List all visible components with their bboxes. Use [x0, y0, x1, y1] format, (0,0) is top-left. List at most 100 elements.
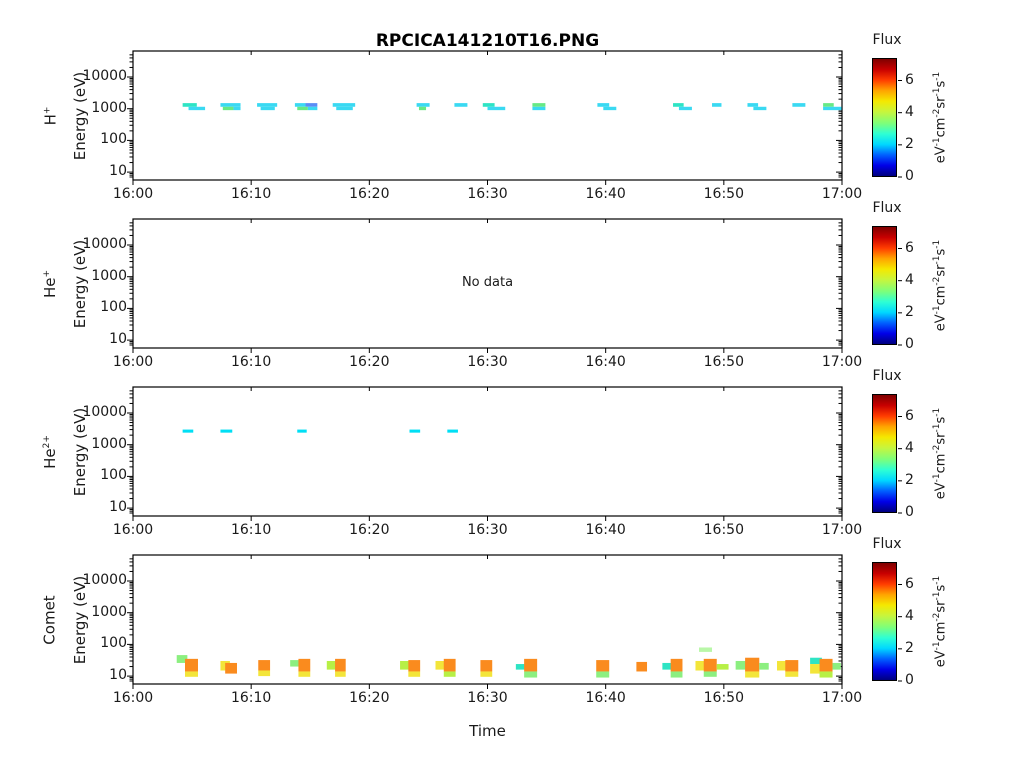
spectrogram-mark: [408, 660, 421, 672]
spectrogram-mark: [515, 664, 527, 670]
ytick-label: 10000: [82, 404, 127, 420]
spectrogram-mark: [416, 103, 430, 107]
flux-units-label: eV-1cm-2sr-1s-1: [871, 384, 1011, 524]
spectrogram-mark: [524, 658, 538, 672]
ytick-label: 10: [109, 667, 127, 684]
colorbar-tick-label: 0: [905, 168, 914, 184]
xtick-label: 17:00: [821, 690, 863, 706]
spectrogram-mark: [182, 429, 194, 433]
spectrogram-mark: [297, 429, 307, 433]
spectrogram-mark: [184, 658, 198, 672]
energy-axis-label-text: Energy (eV): [70, 575, 89, 664]
colorbar-tick-label: 6: [905, 407, 914, 424]
colorbar-tick-label: 0: [905, 336, 914, 352]
spectrogram-mark: [712, 103, 722, 107]
spectrogram-mark: [670, 671, 683, 678]
ytick-label: 10: [109, 163, 127, 180]
colorbar: [872, 226, 897, 345]
flux-units-label: eV-1cm-2sr-1s-1: [871, 216, 1011, 356]
spectrogram-mark: [532, 106, 546, 111]
xtick-label: 16:50: [703, 354, 744, 370]
xtick-label: 16:20: [349, 522, 390, 538]
flux-units-label-text: eV-1cm-2sr-1s-1: [932, 575, 949, 668]
energy-axis-label: Energy (eV): [10, 46, 150, 186]
spectrogram-mark: [745, 657, 760, 672]
spectrogram-mark: [597, 103, 610, 107]
spectrogram-mark: [810, 664, 821, 674]
xtick-label: 16:30: [467, 186, 508, 202]
spectrogram-mark: [810, 657, 822, 665]
flux-label: Flux: [872, 32, 902, 48]
ytick-label: 100: [100, 299, 127, 316]
spectrogram-mark: [487, 106, 506, 111]
spectrogram-mark: [480, 660, 493, 672]
ytick-label: 1000: [91, 267, 127, 284]
xtick-label: 16:10: [230, 522, 272, 538]
flux-label: Flux: [872, 368, 902, 384]
spectrogram-mark: [220, 103, 241, 107]
colorbar-tick-label: 6: [905, 575, 914, 592]
spectrogram-mark: [184, 671, 198, 677]
time-axis-label: Time: [469, 722, 506, 740]
spectrogram-mark: [290, 660, 300, 667]
colorbar-tick-label: 6: [905, 71, 914, 88]
colorbar-tick-label: 2: [905, 303, 914, 320]
spectrogram-mark: [603, 106, 617, 111]
spectrogram-mark: [832, 662, 841, 670]
xtick-label: 16:50: [703, 186, 744, 202]
xtick-label: 16:20: [349, 354, 390, 370]
ytick-label: 100: [100, 635, 127, 652]
ytick-label: 10: [109, 331, 127, 348]
chart-title: RPCICA141210T16.PNG: [375, 31, 600, 51]
spectrogram-mark: [260, 106, 275, 111]
spectrogram-mark: [408, 671, 421, 677]
panel-frame: [132, 386, 843, 517]
ytick-label: 1000: [91, 603, 127, 620]
spectrogram-mark: [443, 658, 456, 672]
spectrogram-mark: [777, 660, 788, 671]
xtick-label: 16:00: [112, 186, 154, 202]
xtick-label: 16:50: [703, 522, 744, 538]
spectrogram-mark: [759, 662, 769, 670]
flux-units-label-text: eV-1cm-2sr-1s-1: [932, 71, 949, 164]
ytick-label: 10: [109, 499, 127, 516]
spectrogram-mark: [482, 103, 495, 107]
spectrogram-mark: [298, 671, 311, 677]
flux-units-label: eV-1cm-2sr-1s-1: [871, 552, 1011, 692]
colorbar-tick-label: 4: [905, 271, 914, 288]
spectrogram-mark: [305, 103, 318, 107]
spectrogram-mark: [785, 660, 799, 672]
xtick-label: 16:10: [230, 690, 272, 706]
xtick-label: 16:40: [585, 186, 626, 202]
xtick-label: 16:00: [112, 354, 154, 370]
spectrogram-mark: [335, 671, 346, 677]
spectrogram-mark: [297, 106, 308, 111]
spectrogram-mark: [745, 671, 760, 678]
spectrogram-mark: [294, 103, 306, 107]
xtick-label: 16:40: [585, 690, 626, 706]
colorbar: [872, 394, 897, 513]
spectrogram-mark: [418, 106, 427, 111]
spectrogram-mark: [596, 671, 610, 678]
spectrogram-mark: [636, 661, 648, 672]
colorbar-tick-label: 0: [905, 672, 914, 688]
spectrogram-mark: [258, 660, 271, 671]
spectrogram-mark: [257, 103, 278, 107]
panel-frame: [132, 50, 843, 181]
spectrogram-mark: [188, 106, 206, 111]
spectrogram-mark: [670, 658, 683, 672]
colorbar-tick-label: 4: [905, 607, 914, 624]
xtick-label: 16:30: [467, 354, 508, 370]
spectrogram-mark: [596, 660, 610, 672]
xtick-label: 17:00: [821, 354, 863, 370]
xtick-label: 16:00: [112, 522, 154, 538]
xtick-label: 16:40: [585, 354, 626, 370]
spectrogram-mark: [753, 106, 767, 111]
spectrogram-mark: [819, 658, 833, 672]
spectrogram-mark: [823, 106, 842, 111]
energy-axis-label: Energy (eV): [10, 214, 150, 354]
spectrogram-mark: [480, 671, 493, 677]
spectrogram-mark: [703, 658, 717, 672]
spectrogram-mark: [785, 671, 799, 677]
